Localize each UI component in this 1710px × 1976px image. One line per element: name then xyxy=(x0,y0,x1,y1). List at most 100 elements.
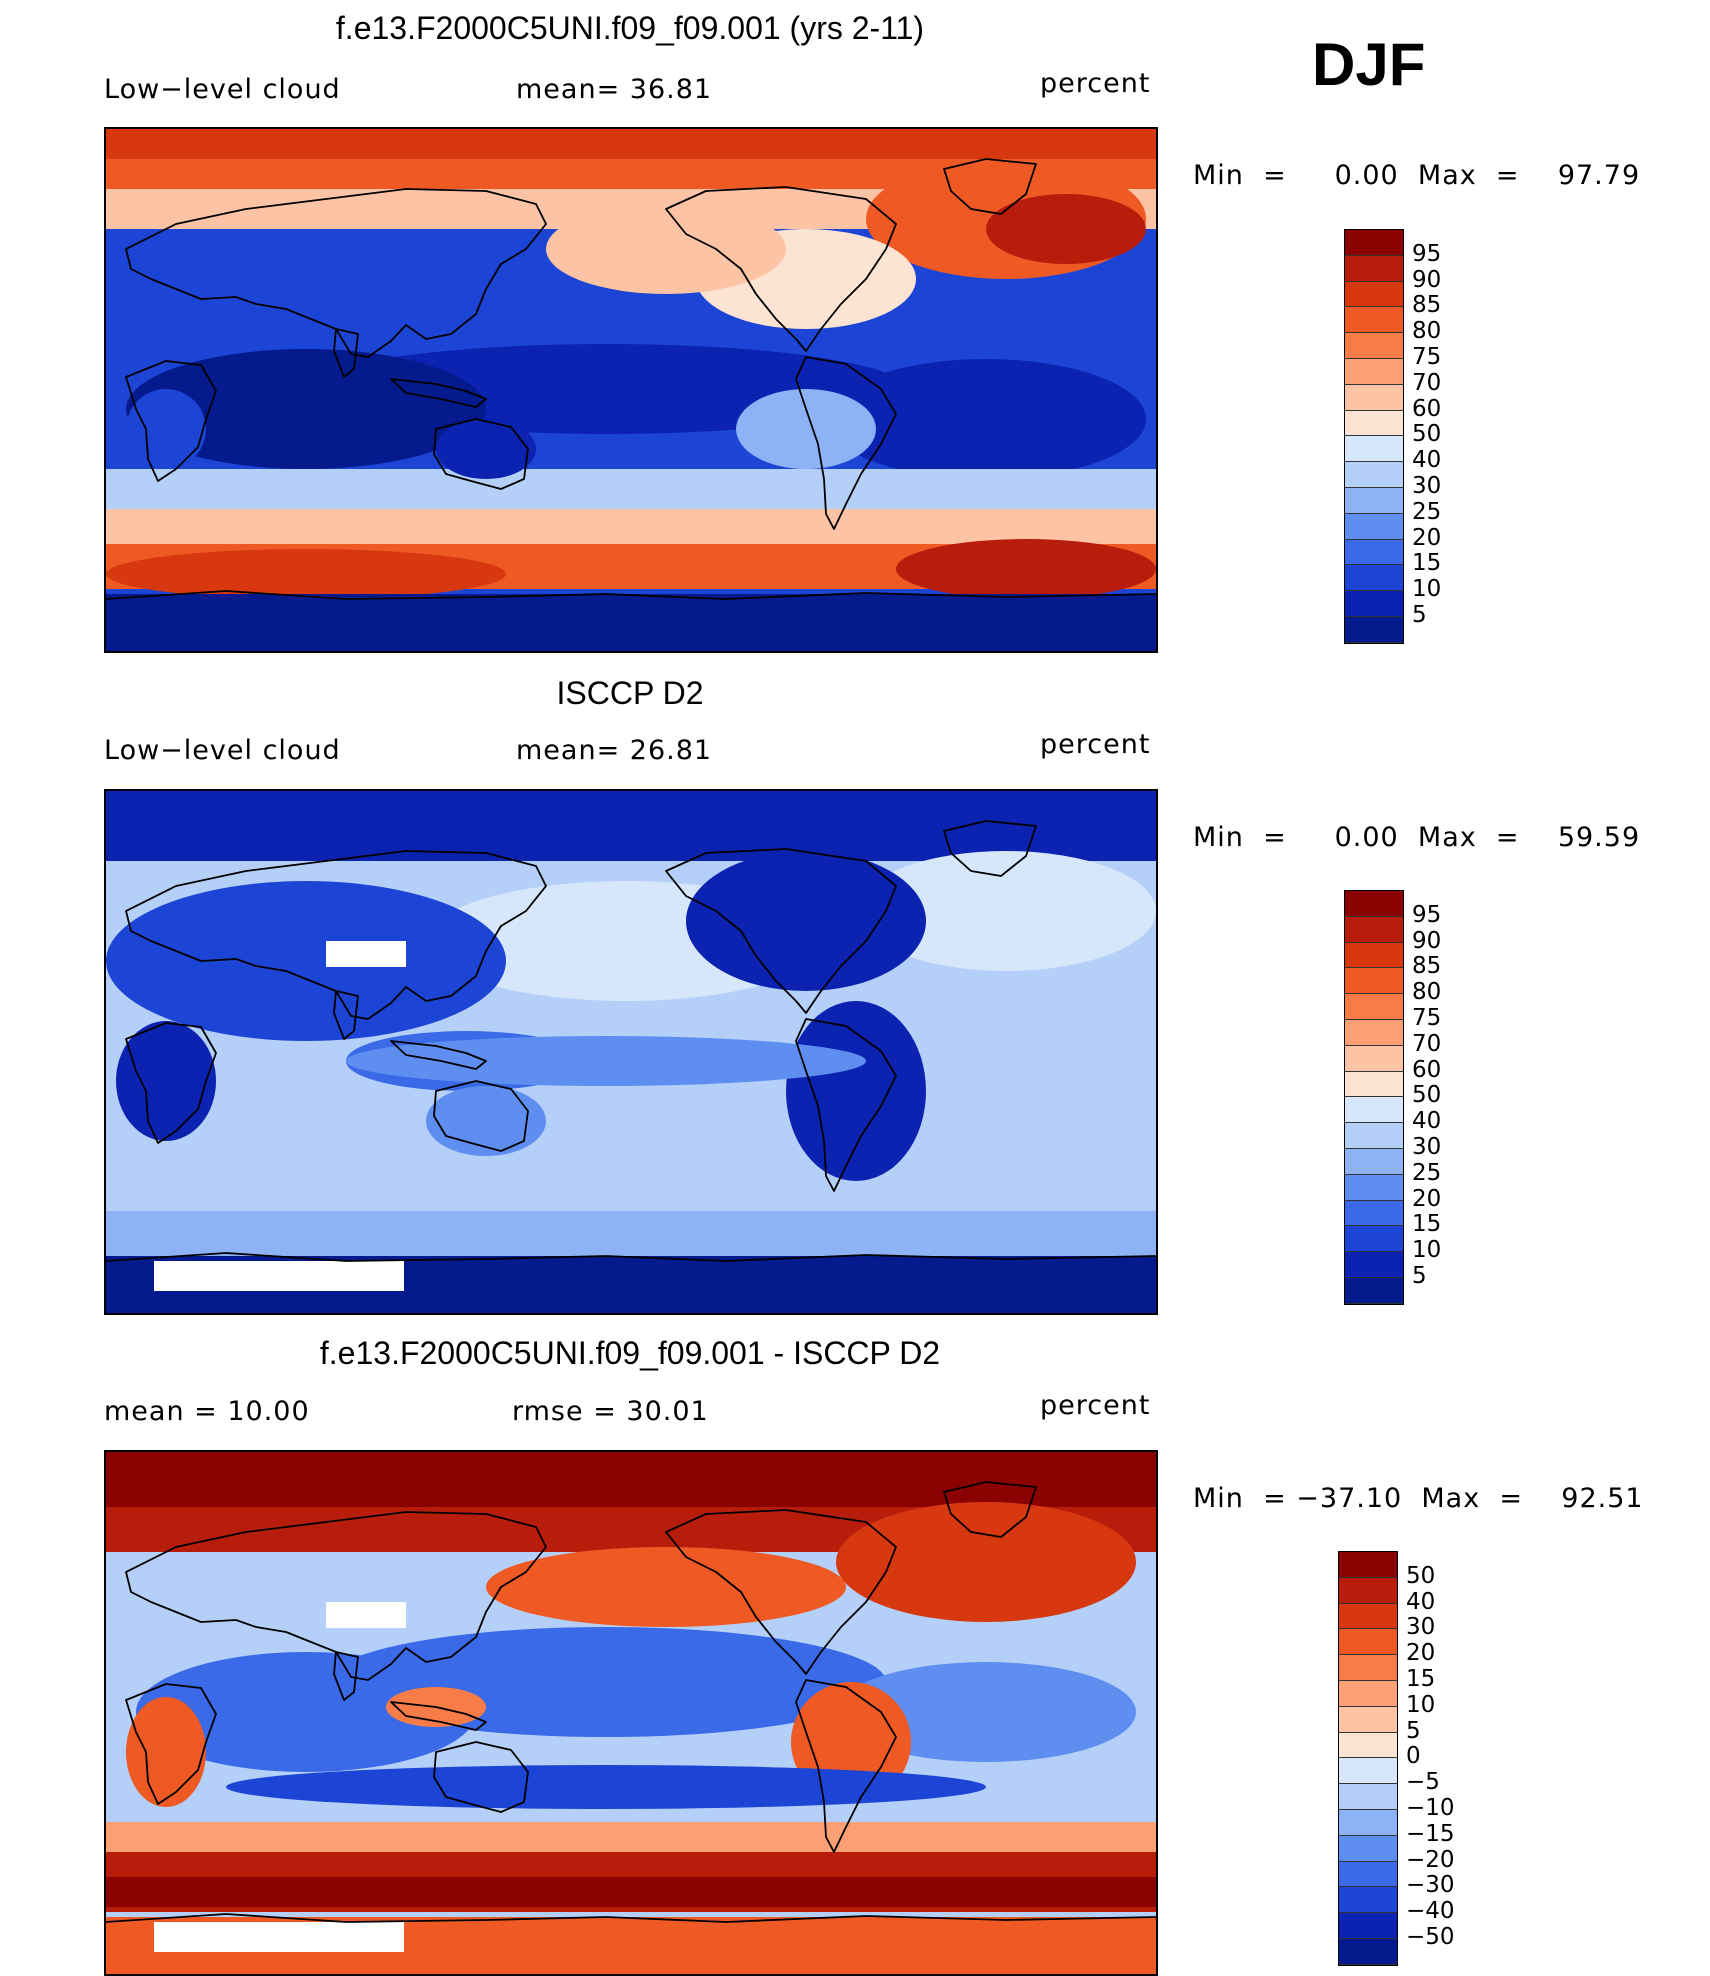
colorbar-tick-label: 50 xyxy=(1406,1562,1436,1589)
panel-3-map xyxy=(104,1450,1158,1976)
colorbar-swatch xyxy=(1345,891,1403,917)
colorbar-tick-label: −20 xyxy=(1406,1846,1455,1873)
coastline xyxy=(943,1481,1037,1538)
coastline xyxy=(795,1018,897,1192)
coastline xyxy=(665,1509,897,1675)
africa-positive xyxy=(126,1697,206,1807)
colorbar-swatch xyxy=(1345,1071,1403,1098)
colorbar-tick-label: 70 xyxy=(1412,1030,1442,1057)
colorbar-swatch xyxy=(1345,436,1403,463)
panel-1-map xyxy=(104,127,1158,653)
coastline xyxy=(333,990,359,1040)
panel-1-map-field xyxy=(106,129,1156,651)
colorbar-tick-label: 15 xyxy=(1412,1211,1442,1238)
colorbar-tick-label: 50 xyxy=(1412,1082,1442,1109)
colorbar-swatch xyxy=(1345,410,1403,437)
panel-1-mean-label: mean= 36.81 xyxy=(516,74,713,105)
colorbar-swatch xyxy=(1345,281,1403,308)
colorbar-swatch xyxy=(1339,1577,1397,1604)
colorbar-swatch xyxy=(1345,968,1403,995)
colorbar-swatch xyxy=(1345,333,1403,359)
coastline xyxy=(943,158,1037,215)
colorbar-swatch xyxy=(1339,1887,1397,1914)
coastline xyxy=(665,186,897,352)
missing-data-antarctica xyxy=(154,1922,404,1952)
colorbar-swatch xyxy=(1339,1603,1397,1630)
panel-2-variable-label: Low−level cloud xyxy=(104,735,341,766)
colorbar-swatch xyxy=(1345,230,1403,256)
colorbar-tick-label: 30 xyxy=(1412,1134,1442,1160)
colorbar-swatch xyxy=(1345,1045,1403,1072)
panel-2-map xyxy=(104,789,1158,1315)
colorbar-tick-label: 60 xyxy=(1412,395,1442,422)
colorbar-frame xyxy=(1344,890,1404,1305)
colorbar-tick-label: 15 xyxy=(1412,550,1442,577)
colorbar-swatch xyxy=(1339,1629,1397,1656)
missing-data-antarctica xyxy=(154,1261,404,1291)
colorbar-tick-label: 85 xyxy=(1412,953,1442,980)
indian-ocean-negative xyxy=(136,1652,476,1772)
coastline-group xyxy=(106,820,1156,1262)
colorbar-tick-label: 95 xyxy=(1412,901,1442,928)
north-pacific-positive xyxy=(486,1547,846,1627)
colorbar-swatch xyxy=(1339,1552,1397,1578)
colorbar-tick-label: 20 xyxy=(1412,524,1442,551)
southern-ocean-max xyxy=(106,1877,1156,1907)
colorbar-swatch xyxy=(1345,1278,1403,1304)
colorbar-swatch xyxy=(1339,1732,1397,1759)
colorbar-tick-label: −10 xyxy=(1406,1795,1455,1821)
colorbar-tick-label: 25 xyxy=(1412,498,1442,525)
colorbar-tick-label: 0 xyxy=(1406,1743,1421,1770)
atlantic-negative xyxy=(836,1662,1136,1762)
colorbar-swatch xyxy=(1339,1835,1397,1862)
colorbar-swatch xyxy=(1345,1174,1403,1201)
colorbar-tick-label: 40 xyxy=(1412,1108,1442,1135)
coastline xyxy=(333,1651,359,1701)
colorbar-swatch xyxy=(1345,307,1403,334)
coastline xyxy=(125,1683,217,1805)
coastline xyxy=(125,1511,547,1681)
colorbar-swatch xyxy=(1339,1861,1397,1888)
antarctic-low xyxy=(106,594,1156,651)
north-pacific-cloud xyxy=(546,204,786,294)
panel-3-mean-label: mean = 10.00 xyxy=(104,1396,310,1427)
missing-data-tibet xyxy=(326,1602,406,1628)
coastline xyxy=(795,1679,897,1853)
africa-low xyxy=(126,389,206,469)
colorbar-swatch xyxy=(1339,1810,1397,1836)
colorbar-swatch xyxy=(1345,1226,1403,1253)
panel-2-title: ISCCP D2 xyxy=(556,675,704,711)
colorbar-tick-label: −5 xyxy=(1406,1769,1440,1796)
colorbar-tick-label: 5 xyxy=(1412,602,1427,628)
coastline xyxy=(106,1913,1156,1923)
coastline xyxy=(333,328,359,378)
panel-1-title: f.e13.F2000C5UNI.f09_f09.001 (yrs 2-11) xyxy=(335,10,925,46)
colorbar-swatch xyxy=(1339,1913,1397,1939)
coastline-group xyxy=(106,158,1156,600)
colorbar-tick-label: 50 xyxy=(1412,421,1442,448)
colorbar-swatch xyxy=(1339,1681,1397,1707)
south-america-low xyxy=(786,1001,926,1181)
itcz-band xyxy=(346,1036,866,1086)
colorbar-frame xyxy=(1344,229,1404,644)
colorbar-tick-label: 90 xyxy=(1412,266,1442,293)
eurasia-low xyxy=(106,881,506,1041)
panel-2-map-field xyxy=(106,791,1156,1313)
coastline xyxy=(433,418,529,490)
colorbar-swatch xyxy=(1345,942,1403,969)
colorbar-tick-label: 30 xyxy=(1406,1614,1436,1641)
colorbar-tick-label: 25 xyxy=(1412,1159,1442,1186)
colorbar-swatch xyxy=(1345,617,1403,643)
colorbar-swatch xyxy=(1345,1252,1403,1278)
colorbar-swatch xyxy=(1339,1706,1397,1733)
coastline-group xyxy=(106,1481,1156,1923)
arctic-low-band xyxy=(106,791,1156,861)
colorbar-tick-label: 20 xyxy=(1412,1185,1442,1212)
colorbar-tick-label: 20 xyxy=(1406,1640,1436,1667)
arctic-core-band xyxy=(106,129,1156,159)
coastline xyxy=(795,356,897,530)
panel-1-minmax: Min = 0.00 Max = 97.79 xyxy=(1193,160,1641,191)
colorbar-tick-label: 10 xyxy=(1406,1691,1436,1718)
colorbar-tick-label: −15 xyxy=(1406,1820,1455,1847)
coastline xyxy=(125,850,547,1020)
